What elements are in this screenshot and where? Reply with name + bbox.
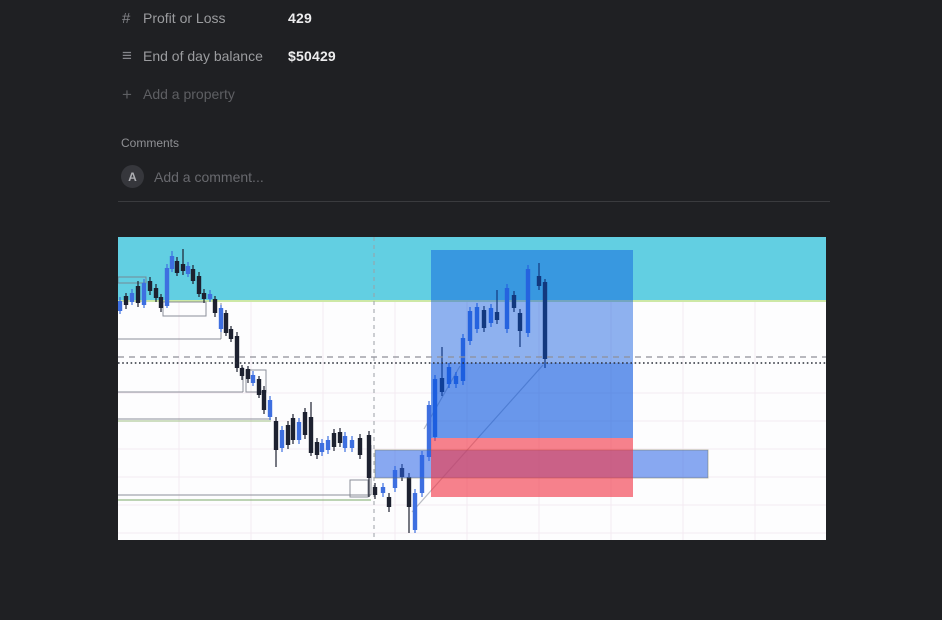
candle-body (302, 412, 308, 435)
candle-body (223, 313, 229, 333)
candle-body (141, 283, 147, 305)
candle-body (164, 268, 170, 306)
stop-loss-zone (431, 438, 633, 497)
add-property-button[interactable]: + Add a property (122, 81, 235, 107)
candle-body (285, 425, 291, 445)
orderblock-box (245, 369, 267, 393)
comment-input[interactable]: Add a comment... (154, 168, 264, 185)
text-lines-icon: ≡ (122, 45, 132, 65)
candle-body (201, 293, 207, 299)
candle-body (536, 276, 542, 286)
candle-body (147, 281, 153, 291)
candle-body (245, 369, 251, 379)
avatar: A (121, 165, 144, 188)
plus-icon: + (122, 84, 132, 104)
candle-body (372, 487, 378, 495)
candle-body (279, 430, 285, 448)
supply-zone (118, 237, 826, 300)
candle-body (228, 329, 234, 339)
comments-section-title: Comments (121, 136, 180, 150)
candle-body (180, 264, 186, 271)
candle-body (234, 336, 240, 368)
candle-body (517, 313, 523, 331)
candle-body (467, 311, 473, 341)
candle-body (392, 470, 398, 488)
candle-body (169, 256, 175, 269)
candle-body (331, 433, 337, 447)
candle-body (474, 307, 480, 329)
candle-body (406, 477, 412, 507)
candle-body (481, 310, 487, 328)
candle-body (525, 269, 531, 333)
candle-body (153, 288, 159, 298)
orderblock-box (118, 276, 147, 284)
property-value[interactable]: 429 (288, 10, 312, 26)
candle-body (366, 435, 372, 478)
candle-body (190, 269, 196, 281)
add-property-label: Add a property (143, 86, 235, 102)
candle-body (185, 266, 191, 274)
candle-body (239, 368, 245, 376)
candle-body (174, 261, 180, 273)
candle-body (256, 379, 262, 395)
candle-body (511, 295, 517, 308)
candle-body (273, 421, 279, 450)
property-label[interactable]: Profit or Loss (143, 10, 226, 26)
candle-body (426, 405, 432, 457)
candle-body (488, 308, 494, 323)
candle-body (308, 417, 314, 453)
candle-body (218, 308, 224, 329)
candle-body (342, 436, 348, 448)
candle-body (135, 286, 141, 303)
orderblock-box (349, 479, 369, 498)
orderblock-box (162, 301, 207, 317)
candle-body (504, 288, 510, 329)
candle-body (349, 440, 355, 448)
candle-body (118, 301, 123, 311)
candle-body (494, 312, 500, 320)
property-row-end-of-day-balance[interactable]: ≡ End of day balance $50429 (122, 43, 336, 69)
profit-zone-lower (431, 363, 633, 438)
candle-body (542, 282, 548, 359)
candle-body (325, 440, 331, 450)
candle-body (250, 375, 256, 383)
candle-body (267, 400, 273, 417)
candle-body (123, 296, 129, 305)
comment-input-row[interactable]: A Add a comment... (121, 165, 264, 188)
divider (118, 201, 830, 202)
candle-body (314, 442, 320, 455)
hash-icon: # (122, 9, 131, 27)
candle-body (357, 438, 363, 455)
candle-body (212, 299, 218, 313)
property-label[interactable]: End of day balance (143, 48, 263, 64)
candle-body (261, 390, 267, 410)
candle-body (386, 497, 392, 507)
trading-chart-image[interactable] (118, 237, 826, 540)
candle-body (296, 422, 302, 440)
candle-body (337, 432, 343, 443)
candle-body (319, 443, 325, 452)
profit-zone-upper (431, 250, 633, 363)
candle-body (290, 418, 296, 440)
candle-body (412, 493, 418, 530)
candle-body (207, 294, 213, 299)
candle-body (129, 293, 135, 302)
candlestick-chart-svg (118, 237, 826, 540)
candle-body (460, 338, 466, 381)
zone-edge-line (118, 300, 826, 302)
property-value[interactable]: $50429 (288, 48, 336, 64)
property-row-profit-or-loss[interactable]: # Profit or Loss 429 (122, 5, 312, 31)
candle-body (158, 297, 164, 308)
candle-body (380, 487, 386, 493)
candle-body (196, 276, 202, 294)
